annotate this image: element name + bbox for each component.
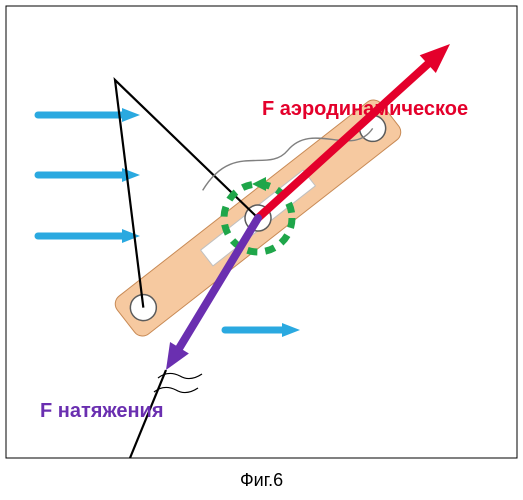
tension-force-label: F натяжения — [40, 400, 164, 423]
figure-caption: Фиг.6 — [240, 470, 283, 491]
wind-arrow-3 — [225, 323, 300, 337]
wind-arrow-1 — [38, 168, 140, 182]
wind-arrow-2 — [38, 229, 140, 243]
aero-force-label: F аэродинамическое — [262, 98, 468, 121]
wind-arrow-0 — [38, 108, 140, 122]
aero-force-arrow — [258, 44, 450, 218]
